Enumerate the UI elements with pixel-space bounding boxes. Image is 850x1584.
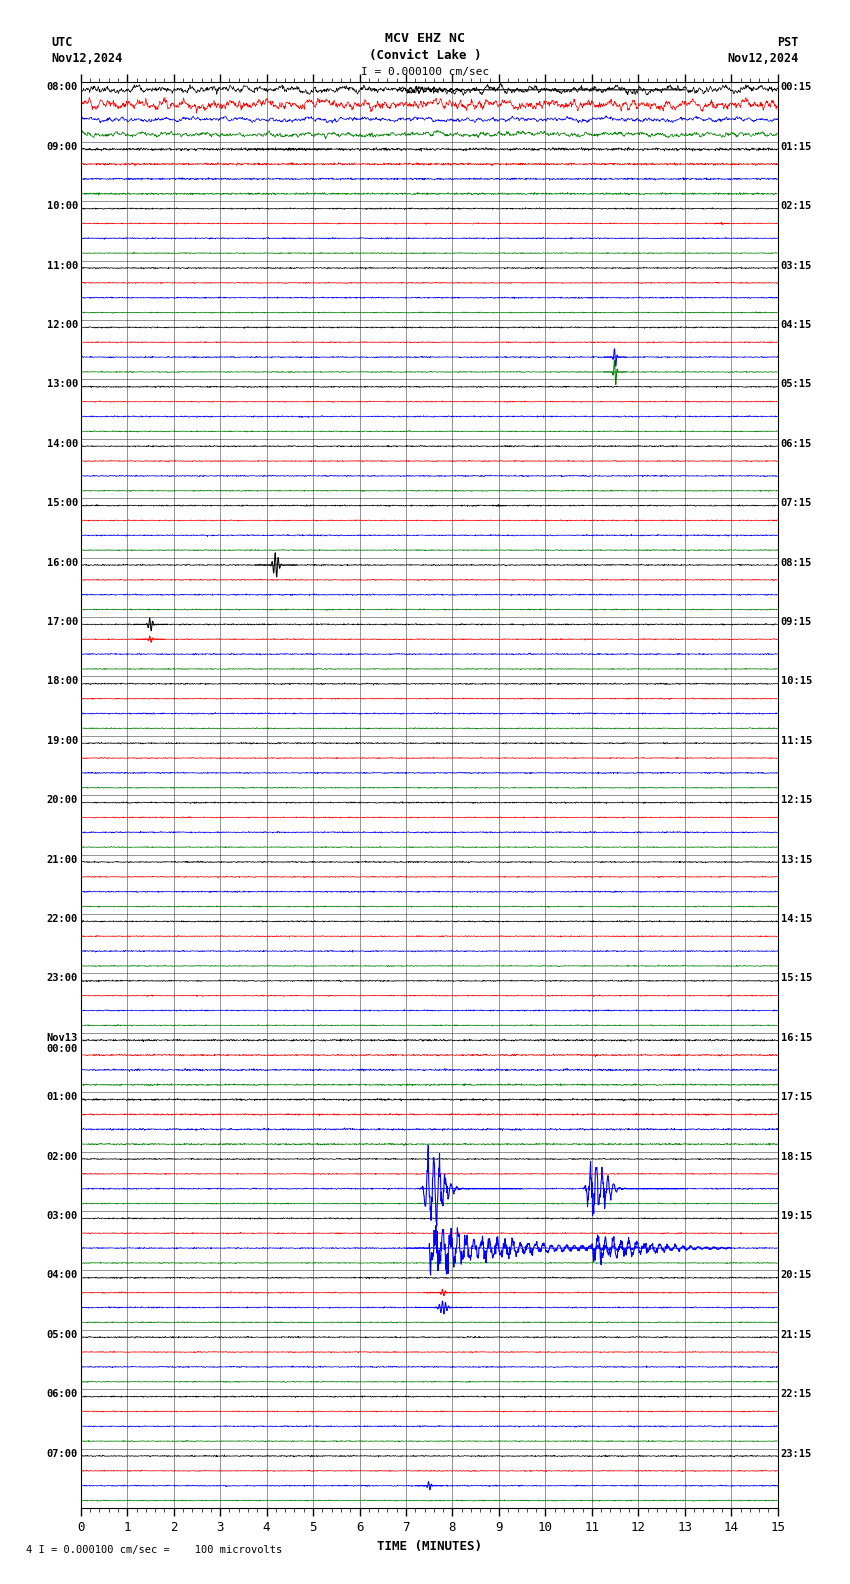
- Text: 04:00: 04:00: [47, 1270, 78, 1280]
- Text: 17:00: 17:00: [47, 616, 78, 627]
- Text: 00:15: 00:15: [780, 82, 812, 92]
- Text: 04:15: 04:15: [780, 320, 812, 329]
- Text: 08:15: 08:15: [780, 558, 812, 567]
- Text: 20:15: 20:15: [780, 1270, 812, 1280]
- Text: 08:00: 08:00: [47, 82, 78, 92]
- Text: 4 I = 0.000100 cm/sec =    100 microvolts: 4 I = 0.000100 cm/sec = 100 microvolts: [26, 1546, 281, 1555]
- Text: 21:00: 21:00: [47, 855, 78, 865]
- Text: 18:00: 18:00: [47, 676, 78, 686]
- Text: Nov12,2024: Nov12,2024: [728, 52, 799, 65]
- Text: 18:15: 18:15: [780, 1152, 812, 1161]
- Text: 01:15: 01:15: [780, 143, 812, 152]
- Text: 14:15: 14:15: [780, 914, 812, 923]
- Text: UTC: UTC: [51, 36, 72, 49]
- Text: Nov12,2024: Nov12,2024: [51, 52, 122, 65]
- Text: 15:15: 15:15: [780, 973, 812, 984]
- Text: 12:00: 12:00: [47, 320, 78, 329]
- Text: 01:00: 01:00: [47, 1093, 78, 1102]
- Text: 05:00: 05:00: [47, 1331, 78, 1340]
- Text: 05:15: 05:15: [780, 380, 812, 390]
- Text: 22:00: 22:00: [47, 914, 78, 923]
- Text: 11:00: 11:00: [47, 261, 78, 271]
- Text: 12:15: 12:15: [780, 795, 812, 805]
- Text: 20:00: 20:00: [47, 795, 78, 805]
- Text: 07:00: 07:00: [47, 1448, 78, 1459]
- Text: 09:15: 09:15: [780, 616, 812, 627]
- Text: 10:15: 10:15: [780, 676, 812, 686]
- Text: 19:00: 19:00: [47, 735, 78, 746]
- Text: 02:15: 02:15: [780, 201, 812, 211]
- X-axis label: TIME (MINUTES): TIME (MINUTES): [377, 1540, 482, 1552]
- Text: 03:15: 03:15: [780, 261, 812, 271]
- Text: (Convict Lake ): (Convict Lake ): [369, 49, 481, 62]
- Text: 06:15: 06:15: [780, 439, 812, 448]
- Text: 02:00: 02:00: [47, 1152, 78, 1161]
- Text: 16:00: 16:00: [47, 558, 78, 567]
- Text: 03:00: 03:00: [47, 1212, 78, 1221]
- Text: 15:00: 15:00: [47, 497, 78, 508]
- Text: 13:15: 13:15: [780, 855, 812, 865]
- Text: 10:00: 10:00: [47, 201, 78, 211]
- Text: 07:15: 07:15: [780, 497, 812, 508]
- Text: 17:15: 17:15: [780, 1093, 812, 1102]
- Text: Nov13
00:00: Nov13 00:00: [47, 1033, 78, 1055]
- Text: 16:15: 16:15: [780, 1033, 812, 1042]
- Text: 21:15: 21:15: [780, 1331, 812, 1340]
- Text: 23:15: 23:15: [780, 1448, 812, 1459]
- Text: MCV EHZ NC: MCV EHZ NC: [385, 32, 465, 44]
- Text: I = 0.000100 cm/sec: I = 0.000100 cm/sec: [361, 67, 489, 76]
- Text: 13:00: 13:00: [47, 380, 78, 390]
- Text: PST: PST: [778, 36, 799, 49]
- Text: 22:15: 22:15: [780, 1389, 812, 1399]
- Text: 14:00: 14:00: [47, 439, 78, 448]
- Text: 19:15: 19:15: [780, 1212, 812, 1221]
- Text: 23:00: 23:00: [47, 973, 78, 984]
- Text: 11:15: 11:15: [780, 735, 812, 746]
- Text: 06:00: 06:00: [47, 1389, 78, 1399]
- Text: 09:00: 09:00: [47, 143, 78, 152]
